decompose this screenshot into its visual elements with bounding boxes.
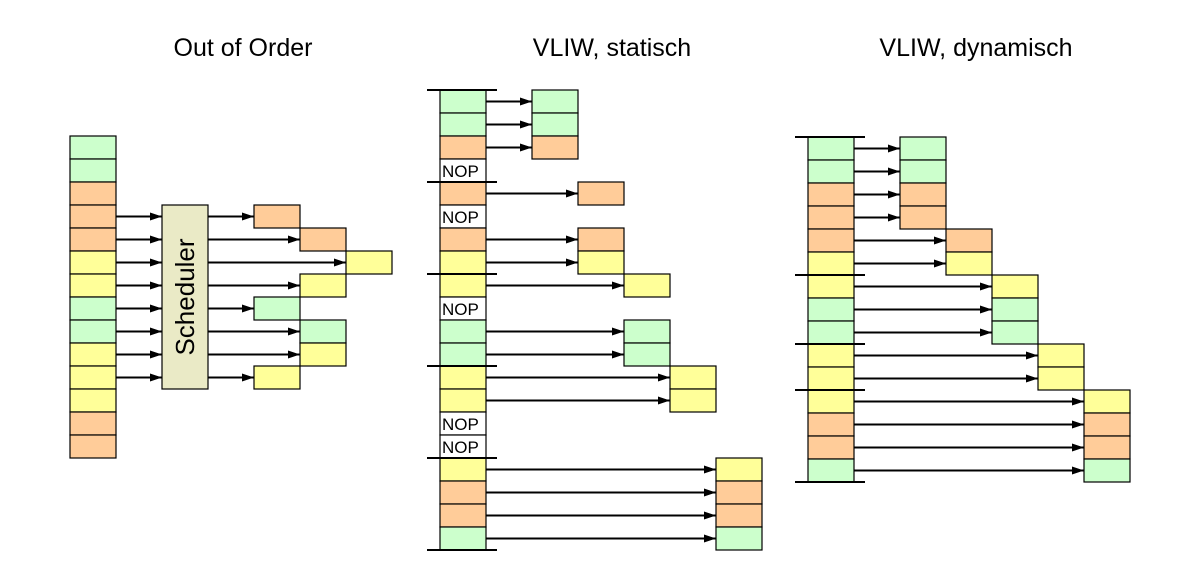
scheduled-cell (945, 228, 993, 253)
scheduled-cell (899, 182, 947, 207)
scheduled-cell (531, 135, 579, 160)
scheduled-cell (299, 273, 347, 298)
instruction-cell (69, 434, 117, 459)
scheduled-cell (1083, 389, 1131, 414)
scheduled-cell (991, 274, 1039, 299)
instruction-cell (69, 181, 117, 206)
scheduled-cell (669, 365, 717, 390)
instruction-cell (807, 297, 855, 322)
instruction-cell (439, 319, 487, 344)
scheduled-cell (299, 319, 347, 344)
scheduled-cell (991, 320, 1039, 345)
scheduled-cell (1037, 366, 1085, 391)
instruction-cell (439, 480, 487, 505)
instruction-cell (439, 342, 487, 367)
instruction-cell (69, 135, 117, 160)
instruction-cell (807, 251, 855, 276)
scheduled-cell (577, 181, 625, 206)
scheduled-cell (1083, 458, 1131, 483)
scheduled-cell (299, 227, 347, 252)
instruction-cell (807, 458, 855, 483)
instruction-cell (439, 457, 487, 482)
instruction-cell (69, 158, 117, 183)
instruction-cell (807, 435, 855, 460)
scheduled-cell (899, 205, 947, 230)
title-vliw-static: VLIW, statisch (532, 34, 692, 62)
instruction-cell (807, 136, 855, 161)
scheduled-cell (531, 89, 579, 114)
instruction-cell (69, 227, 117, 252)
instruction-cell (439, 388, 487, 413)
instruction-cell (69, 365, 117, 390)
scheduled-cell (531, 112, 579, 137)
instruction-cell (439, 227, 487, 252)
scheduled-cell (1083, 435, 1131, 460)
scheduled-cell (1037, 343, 1085, 368)
instruction-cell (807, 205, 855, 230)
instruction-cell (807, 228, 855, 253)
nop-label: NOP (442, 438, 479, 457)
title-out-of-order: Out of Order (173, 34, 313, 62)
scheduled-cell (945, 251, 993, 276)
scheduled-cell (715, 503, 763, 528)
scheduled-cell (991, 297, 1039, 322)
instruction-cell (69, 411, 117, 436)
instruction-cell (69, 250, 117, 275)
instruction-cell (439, 181, 487, 206)
instruction-cell (69, 204, 117, 229)
instruction-cell (69, 296, 117, 321)
instruction-cell (439, 503, 487, 528)
instruction-cell (439, 250, 487, 275)
scheduled-cell (669, 388, 717, 413)
instruction-cell (807, 389, 855, 414)
instruction-cell (807, 320, 855, 345)
scheduled-cell (715, 526, 763, 551)
instruction-cell (439, 273, 487, 298)
nop-label: NOP (442, 300, 479, 319)
scheduled-cell (345, 250, 393, 275)
instruction-cell (439, 112, 487, 137)
instruction-cell (69, 273, 117, 298)
scheduled-cell (715, 480, 763, 505)
instruction-cell (69, 319, 117, 344)
scheduler-box (161, 204, 209, 390)
scheduled-cell (623, 319, 671, 344)
instruction-cell (439, 135, 487, 160)
scheduler-label: Scheduler (170, 238, 200, 355)
instruction-cell (439, 526, 487, 551)
title-vliw-dynamic: VLIW, dynamisch (879, 34, 1073, 62)
instruction-cell (807, 343, 855, 368)
instruction-cell (807, 159, 855, 184)
instruction-cell (807, 412, 855, 437)
scheduled-cell (253, 204, 301, 229)
nop-label: NOP (442, 162, 479, 181)
scheduled-cell (577, 227, 625, 252)
instruction-cell (439, 89, 487, 114)
scheduled-cell (623, 273, 671, 298)
instruction-cell (807, 366, 855, 391)
scheduled-cell (577, 250, 625, 275)
nop-label: NOP (442, 208, 479, 227)
scheduled-cell (715, 457, 763, 482)
scheduled-cell (253, 365, 301, 390)
scheduled-cell (299, 342, 347, 367)
scheduled-cell (1083, 412, 1131, 437)
instruction-cell (69, 342, 117, 367)
scheduled-cell (899, 136, 947, 161)
scheduled-cell (623, 342, 671, 367)
instruction-cell (807, 274, 855, 299)
scheduled-cell (253, 296, 301, 321)
instruction-cell (807, 182, 855, 207)
nop-label: NOP (442, 415, 479, 434)
instruction-cell (69, 388, 117, 413)
instruction-cell (439, 365, 487, 390)
scheduled-cell (899, 159, 947, 184)
